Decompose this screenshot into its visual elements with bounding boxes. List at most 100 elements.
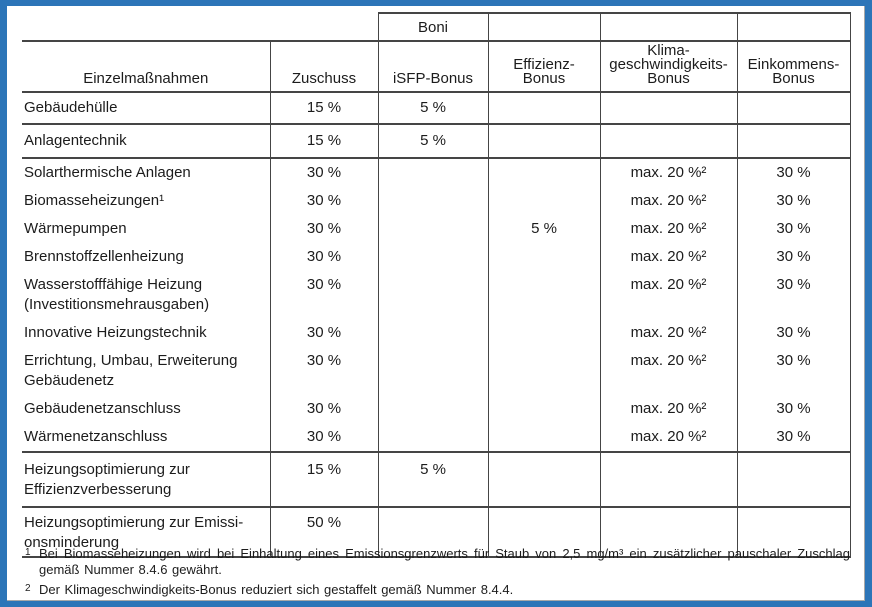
row-label: Innovative Heizungstechnik: [24, 324, 207, 341]
cell-klima-bonus: max. 20 %²: [599, 271, 737, 319]
cell-effizienz-bonus: [487, 452, 600, 508]
header-row: Einzelmaßnahmen Zuschuss iSFP-Bonus Effi…: [22, 41, 851, 93]
row-label: Heizungsoptimierung zur Emissi- onsminde…: [22, 507, 270, 558]
cell-isfp-bonus: [377, 319, 488, 347]
row-label: Gebäudenetzanschluss: [24, 400, 181, 417]
cell-isfp-bonus: [377, 347, 488, 395]
cell-effizienz-bonus: [487, 243, 600, 271]
row-label: Anlagentechnik: [22, 124, 270, 159]
row-label: Brennstoffzellenheizung: [24, 248, 184, 265]
cell-einkommens-bonus: 30 %: [736, 347, 851, 395]
cell-effizienz-bonus: [487, 92, 600, 125]
boni-group-header: Boni: [377, 12, 488, 42]
cell-isfp-bonus: [377, 243, 488, 271]
row-label: Errichtung, Umbau, Erweiterung Gebäudene…: [24, 352, 238, 389]
cell-zuschuss: 30 %: [269, 423, 378, 453]
footnotes: 1 Bei Biomasseheizungen wird bei Einhalt…: [22, 546, 850, 603]
cell-zuschuss: 30 %: [269, 215, 378, 243]
cell-effizienz-bonus: [487, 271, 600, 319]
cell-isfp-bonus: [377, 158, 488, 187]
cell-effizienz-bonus: [487, 507, 600, 558]
cell-einkommens-bonus: 30 %: [736, 215, 851, 243]
table-row: Anlagentechnik 15 % 5 %: [22, 124, 851, 159]
cell-effizienz-bonus: [487, 124, 600, 159]
cell-zuschuss: 30 %: [269, 243, 378, 271]
cell-zuschuss: 15 %: [269, 124, 378, 159]
table-row: Errichtung, Umbau, Erweiterung Gebäudene…: [22, 347, 851, 395]
cell-klima-bonus: max. 20 %²: [599, 158, 737, 187]
cell-zuschuss: 30 %: [269, 395, 378, 423]
spacer-cell: [22, 13, 378, 42]
column-header-klimageschwindigkeits-bonus: Klima- geschwindigkeits- Bonus: [599, 41, 737, 93]
cell-isfp-bonus: 5 %: [377, 124, 488, 159]
cell-isfp-bonus: [377, 271, 488, 319]
cell-effizienz-bonus: [487, 158, 600, 187]
cell-einkommens-bonus: [736, 124, 851, 159]
cell-zuschuss: 30 %: [269, 347, 378, 395]
footnote-text: Der Klimageschwindigkeits-Bonus reduzier…: [39, 582, 514, 597]
funding-table: Boni Einzelmaßnahmen Zuschuss iSFP-Bonus…: [22, 12, 851, 558]
row-label: Wärmepumpen: [24, 220, 127, 237]
cell-klima-bonus: max. 20 %²: [599, 347, 737, 395]
cell-einkommens-bonus: 30 %: [736, 395, 851, 423]
cell-einkommens-bonus: 30 %: [736, 187, 851, 215]
column-header-einzelmassnahmen: Einzelmaßnahmen: [22, 41, 270, 93]
cell-klima-bonus: max. 20 %²: [599, 395, 737, 423]
table-row: Biomasseheizungen¹ 30 % max. 20 %² 30 %: [22, 187, 851, 215]
cell-einkommens-bonus: 30 %: [736, 158, 851, 187]
cell-effizienz-bonus: [487, 347, 600, 395]
cell-einkommens-bonus: [736, 452, 851, 508]
cell-klima-bonus: [599, 124, 737, 159]
column-header-einkommens-bonus: Einkommens- Bonus: [736, 41, 851, 93]
column-header-effizienz-bonus: Effizienz- Bonus: [487, 41, 600, 93]
cell-klima-bonus: max. 20 %²: [599, 243, 737, 271]
cell-isfp-bonus: 5 %: [377, 92, 488, 125]
column-header-isfp-bonus: iSFP-Bonus: [377, 41, 488, 93]
table-row: Wasserstofffähige Heizung (Investitionsm…: [22, 271, 851, 319]
footnote-1: 1 Bei Biomasseheizungen wird bei Einhalt…: [22, 546, 850, 577]
table-row: Gebäudehülle 15 % 5 %: [22, 92, 851, 125]
cell-isfp-bonus: 5 %: [377, 452, 488, 508]
footnote-text: Bei Biomasseheizungen wird bei Einhaltun…: [39, 546, 850, 577]
spacer-cell: [736, 12, 851, 42]
cell-isfp-bonus: [377, 395, 488, 423]
cell-effizienz-bonus: [487, 423, 600, 453]
cell-zuschuss: 30 %: [269, 319, 378, 347]
table-row: Wärmenetzanschluss 30 % max. 20 %² 30 %: [22, 423, 851, 453]
cell-isfp-bonus: [377, 215, 488, 243]
cell-einkommens-bonus: 30 %: [736, 271, 851, 319]
cell-zuschuss: 50 %: [269, 507, 378, 558]
table-row: Gebäudenetzanschluss 30 % max. 20 %² 30 …: [22, 395, 851, 423]
row-label: Wasserstofffähige Heizung (Investitionsm…: [24, 276, 210, 313]
cell-zuschuss: 15 %: [269, 452, 378, 508]
boni-group-row: Boni: [22, 12, 851, 42]
cell-einkommens-bonus: [736, 92, 851, 125]
table-row: Heizungsoptimierung zur Effizienzverbess…: [22, 452, 851, 508]
footnote-2: 2 Der Klimageschwindigkeits-Bonus reduzi…: [22, 582, 850, 598]
cell-zuschuss: 30 %: [269, 158, 378, 187]
cell-klima-bonus: max. 20 %²: [599, 423, 737, 453]
cell-zuschuss: 30 %: [269, 271, 378, 319]
table-row: Brennstoffzellenheizung 30 % max. 20 %² …: [22, 243, 851, 271]
cell-einkommens-bonus: 30 %: [736, 319, 851, 347]
cell-effizienz-bonus: [487, 187, 600, 215]
footnote-marker: 2: [25, 583, 31, 594]
cell-isfp-bonus: [377, 187, 488, 215]
column-header-zuschuss: Zuschuss: [269, 41, 378, 93]
row-label: Gebäudehülle: [22, 92, 270, 125]
cell-klima-bonus: [599, 92, 737, 125]
cell-klima-bonus: max. 20 %²: [599, 319, 737, 347]
cell-klima-bonus: [599, 507, 737, 558]
cell-klima-bonus: [599, 452, 737, 508]
row-label: Solarthermische Anlagen: [24, 164, 191, 181]
row-label: Heizungsoptimierung zur Effizienzverbess…: [22, 452, 270, 508]
cell-zuschuss: 30 %: [269, 187, 378, 215]
table-row: Heizungsoptimierung zur Emissi- onsminde…: [22, 507, 851, 558]
spacer-cell: [487, 12, 600, 42]
cell-effizienz-bonus: [487, 395, 600, 423]
footnote-marker: 1: [25, 547, 31, 558]
cell-zuschuss: 15 %: [269, 92, 378, 125]
spacer-cell: [599, 12, 737, 42]
cell-klima-bonus: max. 20 %²: [599, 215, 737, 243]
